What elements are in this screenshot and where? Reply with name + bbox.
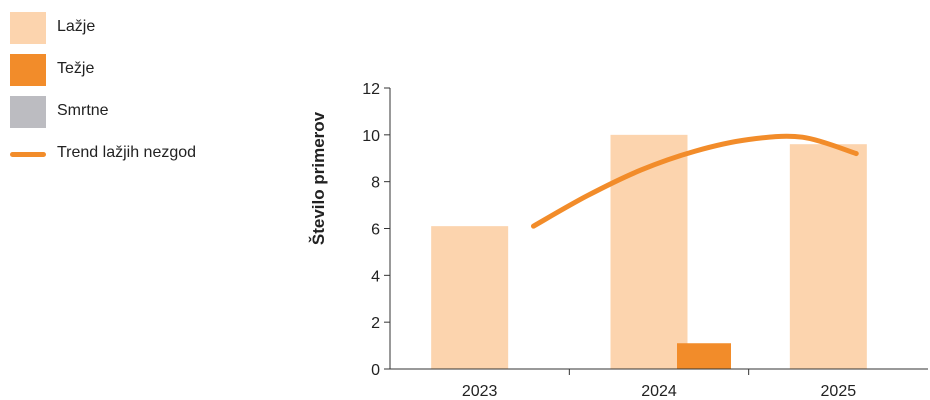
- x-tick-label: 2023: [462, 383, 498, 400]
- x-tick-label: 2024: [641, 383, 677, 400]
- legend-swatch: [10, 152, 46, 157]
- trend-line: [530, 133, 859, 229]
- y-tick-label: 6: [371, 222, 380, 239]
- x-tick-label: 2025: [821, 383, 857, 400]
- bar-la-je-2023: [431, 226, 509, 369]
- y-tick-label: 10: [362, 128, 380, 145]
- legend-swatch: [10, 96, 46, 128]
- legend-label: Težje: [57, 60, 95, 77]
- y-tick-label: 0: [371, 362, 380, 379]
- bar-la-je-2024: [610, 134, 688, 369]
- bar-te-je-2024: [677, 343, 731, 369]
- bar-la-je-2025: [789, 144, 867, 369]
- legend-label: Trend lažjih nezgod: [57, 144, 197, 161]
- legend-label: Smrtne: [57, 102, 109, 119]
- y-tick-label: 8: [371, 175, 380, 192]
- y-tick-label: 4: [371, 268, 380, 285]
- legend-swatch: [10, 12, 46, 44]
- legend-label: Lažje: [57, 18, 96, 35]
- y-tick-label: 12: [362, 81, 380, 98]
- y-axis-title: Število primerov: [309, 111, 328, 245]
- legend-swatch: [10, 54, 46, 86]
- y-tick-label: 2: [371, 315, 380, 332]
